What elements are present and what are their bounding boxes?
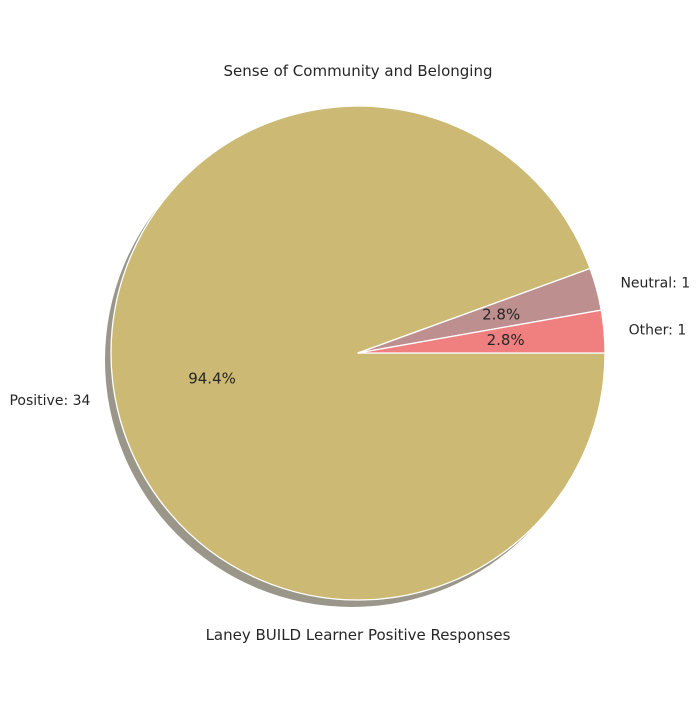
pie-slices xyxy=(110,105,606,601)
slice-percent-label: 2.8% xyxy=(482,306,520,324)
slice-label: Neutral: 1 xyxy=(620,276,690,292)
slice-percent-label: 2.8% xyxy=(487,331,525,349)
slice-label: Other: 1 xyxy=(629,322,687,338)
slice-label: Positive: 34 xyxy=(9,393,90,409)
pie-slice xyxy=(357,309,606,354)
slice-percent-label: 94.4% xyxy=(188,370,236,388)
chart-title: Sense of Community and Belonging xyxy=(224,62,493,80)
x-axis-label: Laney BUILD Learner Positive Responses xyxy=(206,626,511,644)
pie-labels: Positive: 34 94.4% Neutral: 1 2.8% Other: 1 2… xyxy=(9,276,690,410)
